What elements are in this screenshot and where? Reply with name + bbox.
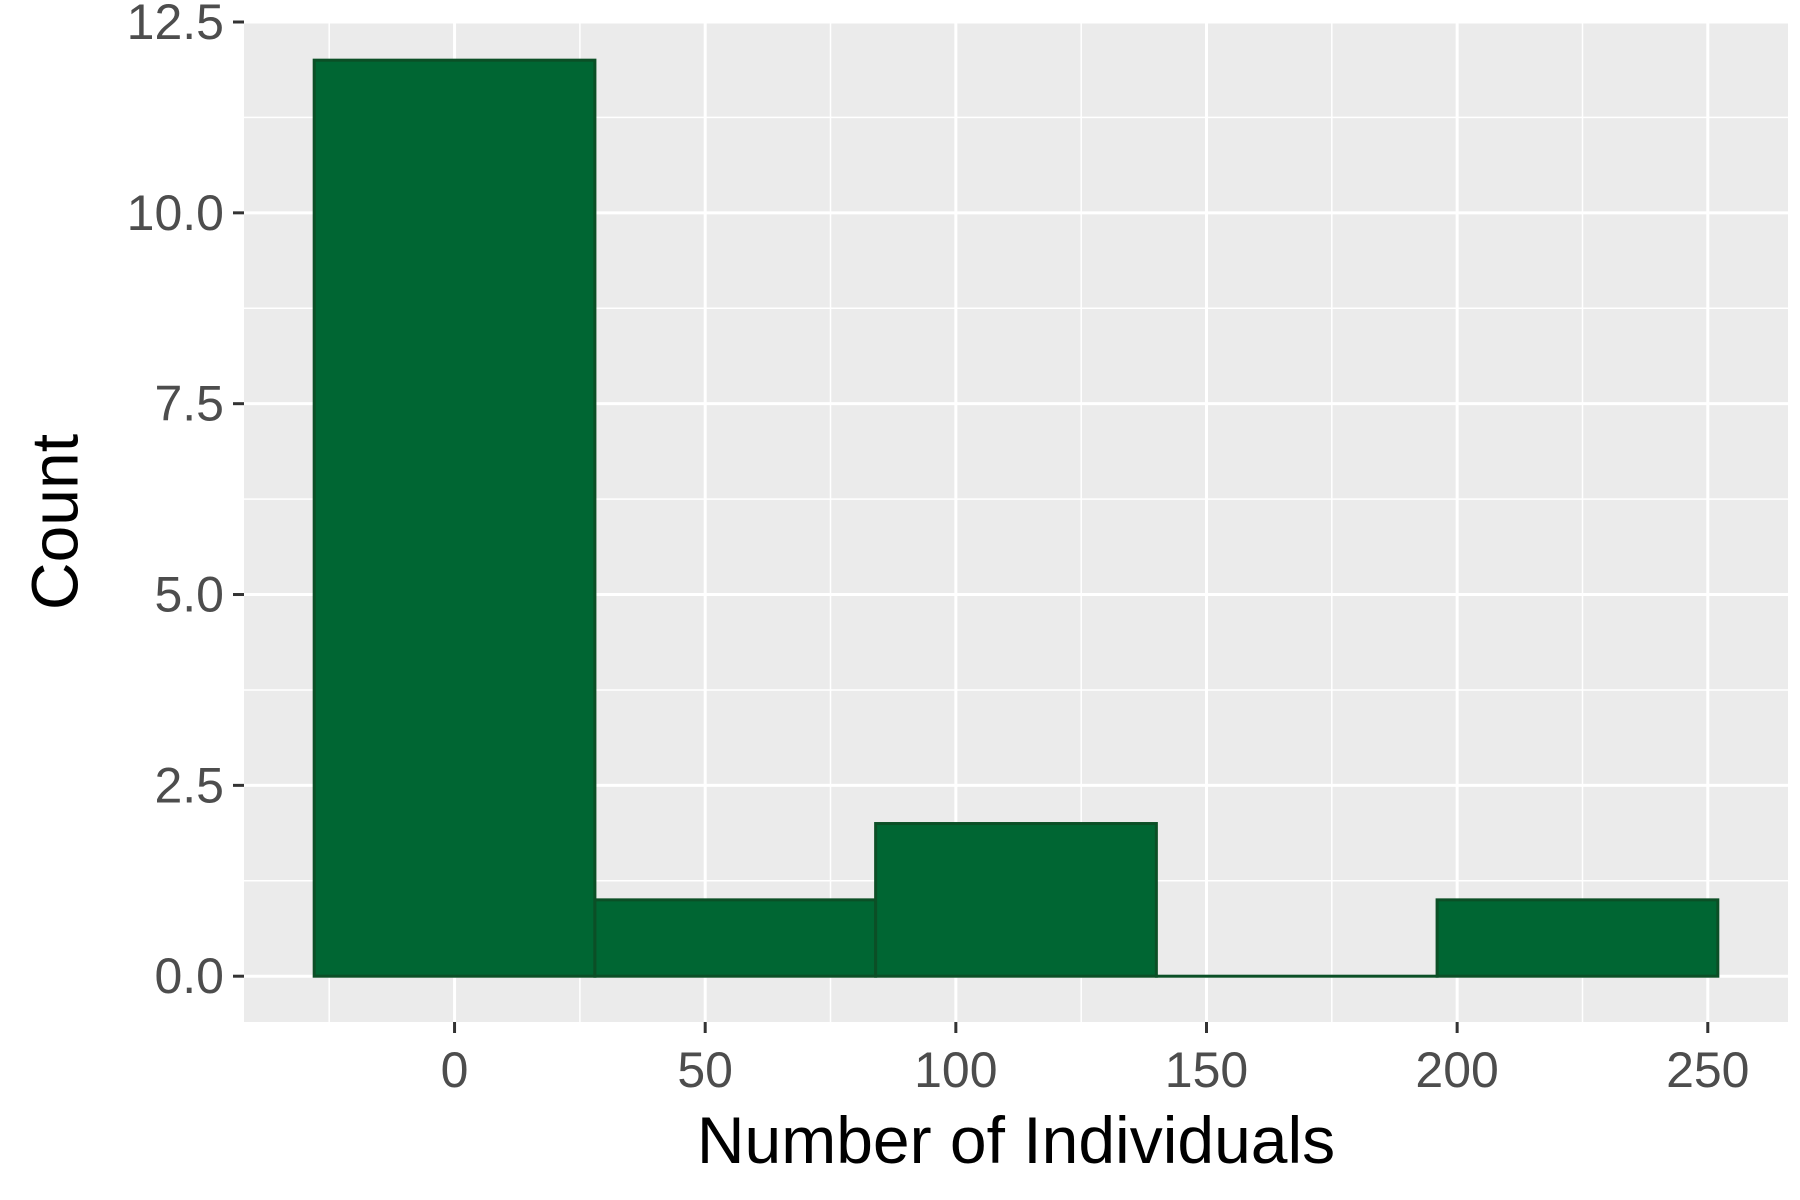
y-tick-label: 2.5 (154, 757, 224, 813)
histogram-bars (312, 58, 1720, 978)
x-tick-label: 150 (1165, 1042, 1248, 1098)
histogram-bar (593, 898, 878, 978)
x-tick-label: 100 (914, 1042, 997, 1098)
x-tick-label: 250 (1666, 1042, 1749, 1098)
x-tick-label: 0 (441, 1042, 469, 1098)
x-axis: 0 50 100 150 200 250 (441, 1022, 1750, 1098)
x-tick-label: 200 (1415, 1042, 1498, 1098)
y-tick-label: 7.5 (154, 376, 224, 432)
x-tick-label: 50 (677, 1042, 733, 1098)
y-tick-label: 5.0 (154, 567, 224, 623)
histogram-bar (1435, 898, 1720, 978)
y-axis-title: Count (17, 434, 91, 610)
x-axis-title: Number of Individuals (697, 1103, 1335, 1177)
y-tick-label: 10.0 (127, 185, 224, 241)
y-tick-label: 12.5 (127, 0, 224, 50)
histogram-bar (874, 822, 1158, 978)
y-axis: 0.0 2.5 5.0 7.5 10.0 12.5 (127, 0, 244, 1004)
histogram-bar (312, 58, 597, 978)
y-tick-label: 0.0 (154, 948, 224, 1004)
